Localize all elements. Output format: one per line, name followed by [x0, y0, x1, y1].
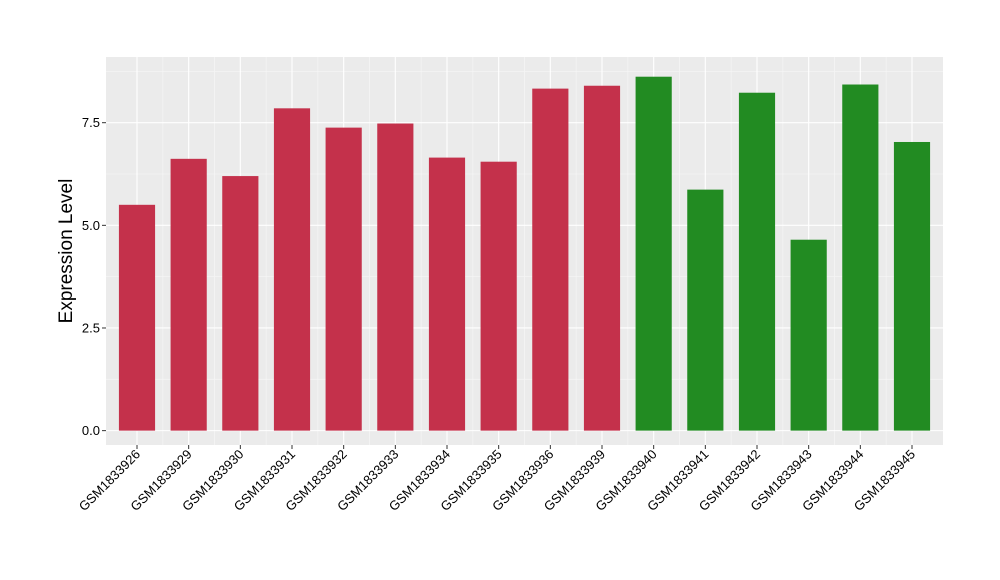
y-tick-label: 2.5 — [82, 320, 100, 335]
bar-GSM1833932 — [325, 127, 362, 431]
y-tick-label: 5.0 — [82, 218, 100, 233]
bar-GSM1833944 — [842, 84, 879, 431]
bar-GSM1833941 — [687, 189, 724, 431]
bar-GSM1833939 — [583, 85, 621, 431]
x-axis: GSM1833926GSM1833929GSM1833930GSM1833931… — [76, 445, 918, 514]
y-axis: 0.0 2.5 5.0 7.5 — [82, 115, 106, 438]
bar-GSM1833931 — [273, 108, 311, 431]
bar-GSM1833929 — [170, 158, 207, 431]
bar-GSM1833940 — [635, 76, 672, 431]
bar-GSM1833942 — [738, 92, 776, 431]
bar-GSM1833933 — [377, 123, 414, 431]
bar-GSM1833945 — [893, 141, 931, 431]
bar-GSM1833936 — [532, 88, 569, 431]
bar-GSM1833943 — [790, 239, 827, 431]
bar-GSM1833934 — [428, 157, 466, 431]
bar-GSM1833926 — [118, 204, 156, 431]
bar-GSM1833935 — [480, 161, 517, 431]
y-tick-label: 7.5 — [82, 115, 100, 130]
bars — [118, 76, 931, 431]
y-axis-title: Expression Level — [56, 179, 77, 324]
bar-GSM1833930 — [222, 176, 259, 431]
y-tick-label: 0.0 — [82, 423, 100, 438]
